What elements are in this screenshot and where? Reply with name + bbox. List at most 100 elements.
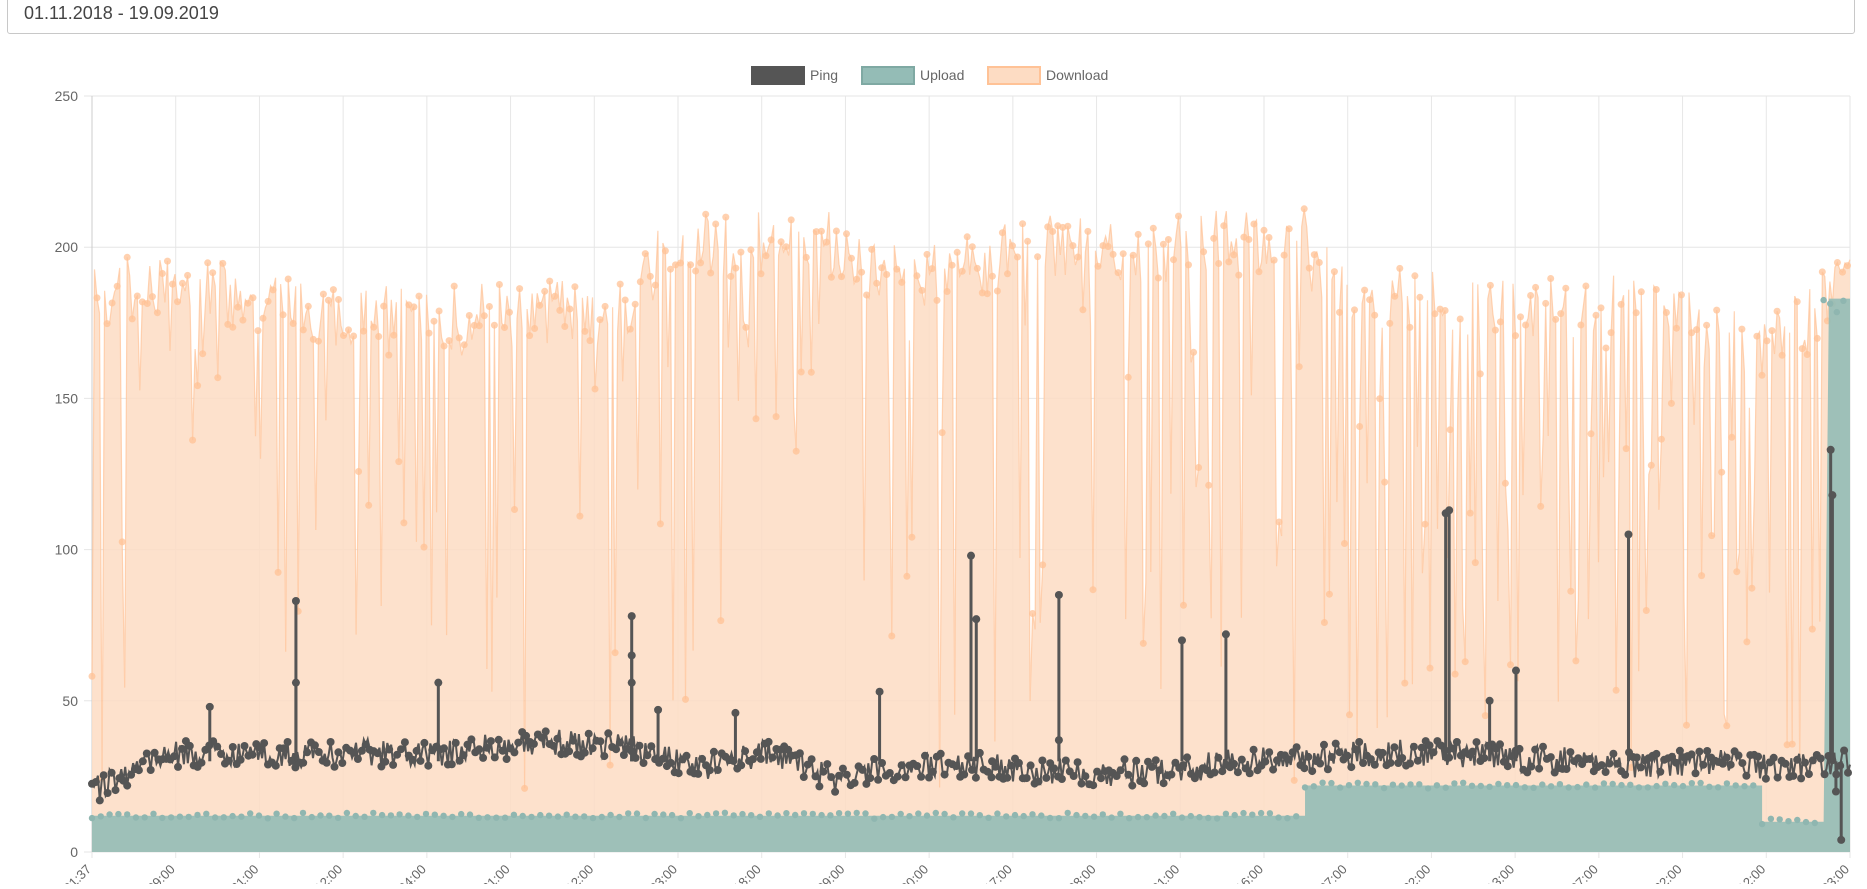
upload-point — [115, 810, 122, 818]
ping-point — [1801, 758, 1809, 767]
upload-point — [1512, 781, 1520, 789]
download-point — [526, 332, 534, 340]
ping-point — [1585, 755, 1594, 763]
ping-point — [1726, 760, 1735, 769]
upload-point — [1714, 784, 1722, 791]
download-point — [717, 617, 725, 625]
ping-point — [1355, 738, 1364, 746]
download-point — [485, 303, 493, 310]
download-point — [1190, 348, 1198, 356]
download-point — [490, 321, 498, 329]
upload-point — [238, 813, 245, 820]
legend-item-upload[interactable]: Upload — [861, 66, 964, 85]
upload-point — [431, 811, 438, 818]
upload-point — [387, 812, 395, 819]
ping-point — [694, 769, 703, 778]
ping-point — [1359, 759, 1368, 767]
upload-point — [1170, 810, 1177, 817]
ping-spike-point — [205, 702, 214, 711]
download-point — [1763, 337, 1771, 345]
x-tick-label: 04:00 — [395, 862, 429, 884]
upload-point — [1178, 814, 1186, 821]
ping-point — [749, 755, 757, 764]
ping-point — [248, 750, 257, 759]
download-point — [1134, 230, 1142, 238]
ping-point — [795, 749, 804, 758]
ping-point — [1386, 758, 1395, 767]
legend-item-download[interactable]: Download — [987, 66, 1108, 85]
upload-point — [1240, 809, 1247, 817]
ping-point — [479, 753, 488, 762]
ping-point — [111, 786, 120, 795]
ping-point — [674, 769, 683, 778]
download-point — [621, 296, 629, 304]
upload-point — [1416, 781, 1423, 788]
upload-point — [1284, 815, 1291, 822]
download-point — [214, 374, 222, 382]
upload-point — [422, 810, 430, 818]
download-point — [1310, 251, 1318, 259]
upload-point — [1750, 782, 1757, 789]
ping-spike-point — [972, 615, 981, 624]
download-point — [1411, 272, 1419, 280]
download-point — [1396, 264, 1404, 272]
download-point — [118, 538, 126, 546]
upload-point — [1275, 814, 1282, 821]
download-point — [495, 281, 503, 288]
ping-point — [1769, 753, 1778, 762]
ping-point — [1804, 770, 1813, 779]
ping-point — [807, 755, 816, 764]
upload-point — [1723, 780, 1731, 787]
ping-point — [580, 748, 589, 757]
upload-point — [1363, 780, 1370, 788]
y-tick-label: 100 — [55, 542, 79, 558]
download-point — [1456, 315, 1464, 323]
upload-point — [537, 811, 544, 819]
chart-legend[interactable]: Ping Upload Download — [751, 66, 1108, 85]
download-point — [732, 264, 740, 272]
ping-point — [1269, 765, 1278, 774]
download-point — [1637, 288, 1645, 296]
download-point — [1215, 260, 1223, 267]
ping-point — [1116, 766, 1125, 775]
upload-point — [967, 810, 975, 817]
ping-point — [647, 742, 656, 751]
download-point — [556, 306, 564, 314]
upload-point — [1468, 782, 1476, 789]
download-point — [1507, 661, 1514, 669]
ping-point — [1155, 766, 1164, 775]
download-point — [516, 285, 524, 293]
download-point — [455, 334, 463, 342]
upload-point — [361, 813, 368, 820]
download-point — [1114, 269, 1122, 277]
download-point — [797, 368, 805, 376]
download-point — [1577, 321, 1585, 329]
download-point — [1547, 275, 1555, 282]
legend-item-ping[interactable]: Ping — [751, 66, 838, 85]
ping-point — [408, 755, 417, 764]
upload-point — [906, 813, 913, 820]
download-point — [576, 512, 584, 520]
download-point — [933, 296, 941, 304]
date-range-input[interactable]: 01.11.2018 - 19.09.2019 — [7, 0, 1855, 34]
upload-point — [1811, 819, 1819, 827]
ping-point — [420, 738, 429, 747]
download-point — [1124, 373, 1132, 381]
upload-series — [88, 296, 1850, 852]
ping-point — [1613, 759, 1622, 768]
download-point — [1230, 251, 1238, 259]
download-point — [1250, 220, 1258, 228]
download-point — [1225, 258, 1233, 266]
upload-point — [748, 812, 755, 819]
download-point — [264, 297, 272, 305]
download-point — [1461, 658, 1469, 666]
ping-point — [1390, 743, 1399, 752]
ping-point — [1675, 746, 1684, 755]
ping-point — [400, 738, 409, 747]
upload-point — [756, 813, 764, 820]
download-point — [1673, 324, 1680, 332]
download-point — [204, 259, 212, 267]
upload-point — [888, 813, 896, 821]
ping-point — [1406, 759, 1414, 768]
download-point — [1320, 619, 1328, 626]
